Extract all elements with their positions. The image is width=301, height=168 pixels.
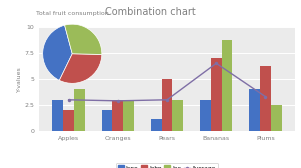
Text: Combination chart: Combination chart bbox=[105, 7, 196, 17]
Bar bbox=[74, 89, 85, 131]
Title: Total fruit consumption: Total fruit consumption bbox=[36, 11, 109, 16]
Bar bbox=[162, 79, 172, 131]
Bar bbox=[172, 100, 183, 131]
Wedge shape bbox=[43, 25, 72, 80]
Bar bbox=[200, 100, 211, 131]
Bar bbox=[211, 58, 222, 131]
Wedge shape bbox=[65, 24, 102, 54]
Bar bbox=[113, 100, 123, 131]
Bar bbox=[52, 100, 63, 131]
Legend: Jane, John, Joe, Average: Jane, John, Joe, Average bbox=[116, 163, 218, 168]
Bar bbox=[123, 100, 134, 131]
Bar bbox=[260, 67, 271, 131]
Wedge shape bbox=[59, 54, 102, 83]
Bar bbox=[102, 110, 113, 131]
Bar bbox=[63, 110, 74, 131]
Bar bbox=[151, 119, 162, 131]
Bar bbox=[222, 40, 232, 131]
Y-axis label: Y-values: Y-values bbox=[17, 66, 22, 92]
Bar bbox=[249, 89, 260, 131]
Bar bbox=[271, 105, 282, 131]
